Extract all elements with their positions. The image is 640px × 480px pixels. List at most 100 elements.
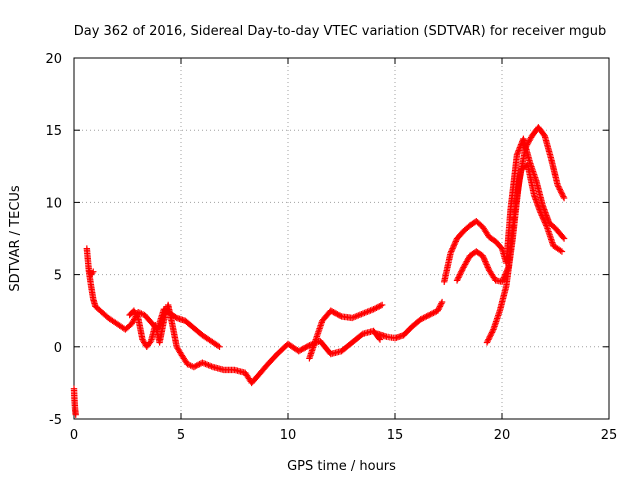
data-point [450, 243, 457, 251]
data-point [485, 334, 493, 342]
data-point [452, 238, 459, 245]
data-point [428, 310, 436, 317]
data-point [555, 184, 563, 192]
data-point [540, 216, 547, 223]
y-axis-label: SDTVAR / TECUs [8, 185, 23, 292]
x-tick-label: 10 [280, 428, 297, 443]
data-point [555, 183, 562, 190]
data-point [480, 254, 487, 261]
data-point [560, 193, 567, 200]
data-point [192, 363, 199, 370]
data-point [214, 342, 222, 350]
data-point [453, 277, 461, 284]
data-point [537, 210, 545, 218]
data-point [451, 241, 458, 248]
data-point [355, 312, 362, 319]
data-point [448, 246, 456, 254]
data-point [459, 265, 466, 273]
data-point [558, 189, 565, 196]
y-tick-labels: -5 0 5 10 15 20 [45, 52, 62, 428]
data-point [437, 301, 444, 309]
plot-frame [73, 57, 610, 420]
data-point [216, 343, 223, 350]
data-point [539, 215, 547, 222]
data-point [483, 339, 491, 346]
data-point [370, 306, 377, 313]
x-tick-label: 25 [601, 428, 618, 443]
data-point [367, 307, 374, 314]
data-point [560, 235, 568, 242]
data-point [356, 311, 364, 319]
data-point [488, 329, 496, 336]
data-point [438, 298, 446, 306]
data-point [373, 304, 380, 312]
x-axis-label: GPS time / hours [287, 459, 396, 474]
data-point [208, 363, 215, 370]
y-tick-label: 10 [45, 196, 62, 211]
x-tick-label: 20 [494, 428, 511, 443]
data-point [88, 269, 96, 277]
data-point [364, 308, 371, 315]
data-point [199, 359, 206, 366]
data-point [85, 267, 93, 274]
y-tick-label: 20 [45, 52, 62, 67]
y-tick-label: 0 [54, 341, 62, 356]
data-point [487, 332, 494, 339]
data-point [193, 362, 200, 369]
data-point [431, 308, 439, 316]
data-point [500, 275, 507, 283]
x-tick-label: 0 [70, 428, 78, 443]
data-point [484, 264, 492, 271]
x-tick-label: 5 [177, 428, 185, 443]
data-point [423, 313, 430, 320]
data-point [376, 336, 384, 343]
data-point [557, 187, 564, 195]
data-point [457, 269, 464, 277]
data-points [70, 124, 568, 418]
data-point [448, 248, 455, 255]
data-point [458, 268, 465, 275]
data-point [559, 234, 567, 241]
data-point [427, 311, 434, 318]
data-point [206, 362, 214, 369]
series-arc8 [483, 124, 568, 346]
data-point [438, 300, 445, 307]
data-point [539, 213, 546, 221]
data-point [481, 256, 488, 264]
data-point [434, 307, 441, 314]
data-point [559, 191, 566, 199]
data-point [540, 131, 548, 138]
data-point [451, 239, 459, 247]
data-point [352, 313, 359, 320]
data-point [304, 342, 312, 350]
data-point [421, 313, 429, 321]
series-arc1 [83, 245, 223, 350]
data-point [484, 262, 491, 270]
data-point [368, 306, 376, 314]
data-point [541, 219, 549, 226]
series-early [70, 385, 79, 418]
y-tick-label: 15 [45, 124, 62, 139]
data-point [484, 337, 491, 345]
series-arc5 [374, 298, 446, 342]
data-point [447, 249, 454, 257]
series-arc2 [85, 267, 97, 278]
data-point [556, 186, 563, 193]
data-point [482, 259, 490, 267]
data-point [420, 314, 427, 322]
data-point [537, 209, 544, 216]
data-point [376, 303, 383, 310]
data-point [350, 314, 357, 321]
data-point [194, 361, 202, 369]
chart-title: Day 362 of 2016, Sidereal Day-to-day VTE… [74, 24, 607, 39]
data-point [358, 311, 365, 318]
data-point [435, 306, 442, 313]
data-point [377, 302, 384, 309]
data-point [200, 360, 208, 367]
data-point [455, 274, 462, 281]
data-point [483, 261, 490, 268]
data-point [359, 310, 367, 317]
data-point [542, 220, 549, 228]
data-point [541, 217, 548, 225]
